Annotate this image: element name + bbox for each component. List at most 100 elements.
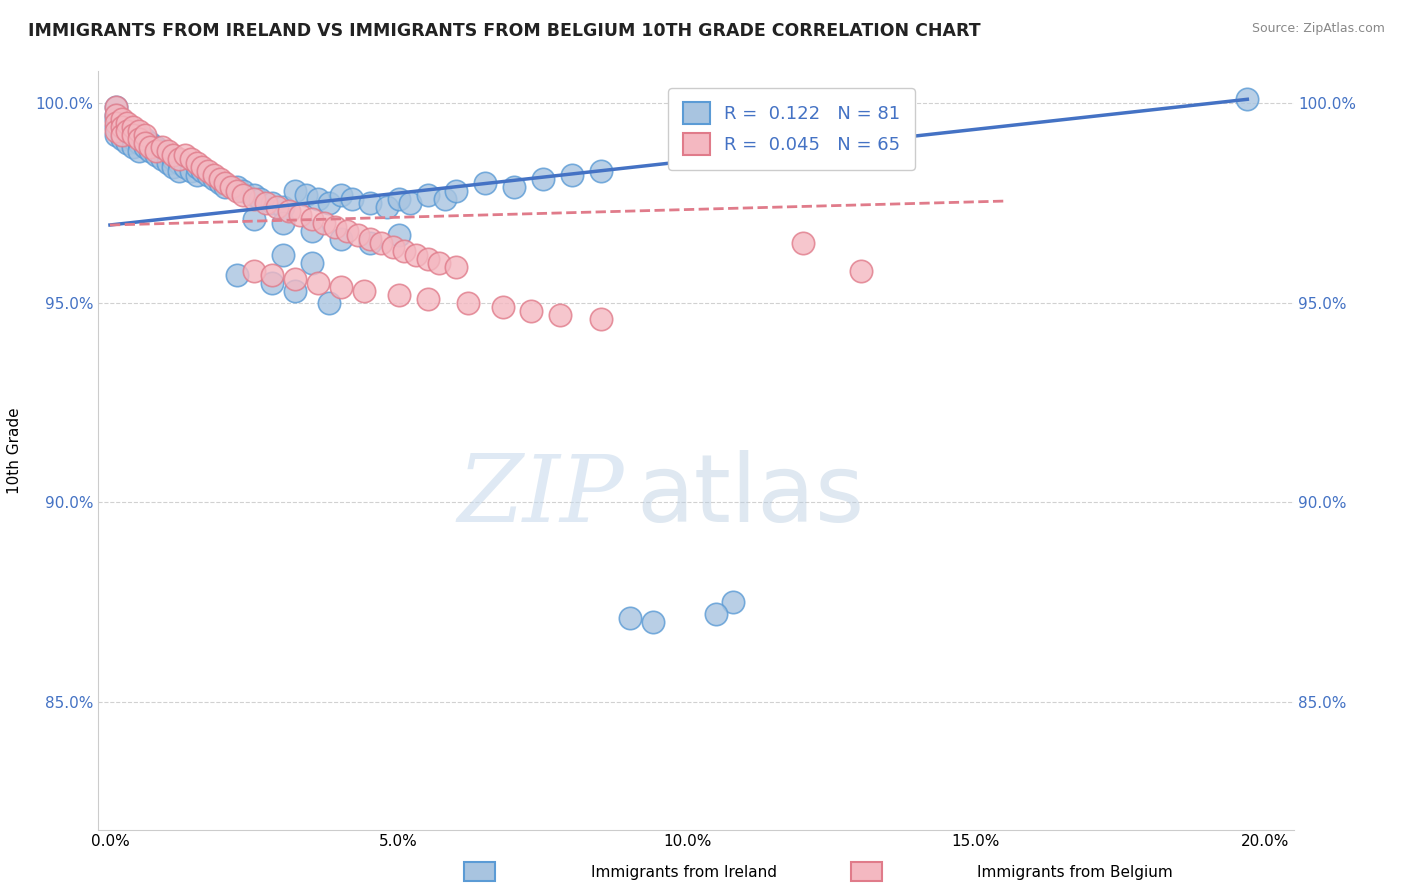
Point	[128, 132, 150, 146]
Point	[104, 108, 127, 122]
Point	[503, 180, 526, 194]
Point	[271, 216, 294, 230]
Point	[295, 188, 318, 202]
Point	[260, 196, 283, 211]
Point	[561, 168, 583, 182]
Point	[122, 120, 145, 135]
Point	[359, 235, 381, 250]
Point	[641, 615, 664, 629]
Point	[278, 204, 301, 219]
Point	[214, 176, 236, 190]
Point	[446, 260, 468, 274]
Point	[104, 112, 127, 127]
Point	[117, 124, 139, 138]
Point	[589, 311, 612, 326]
Point	[145, 140, 167, 154]
Text: IMMIGRANTS FROM IRELAND VS IMMIGRANTS FROM BELGIUM 10TH GRADE CORRELATION CHART: IMMIGRANTS FROM IRELAND VS IMMIGRANTS FR…	[28, 22, 981, 40]
Point	[416, 292, 439, 306]
Point	[416, 252, 439, 266]
Point	[139, 144, 162, 158]
Point	[117, 128, 139, 143]
Point	[284, 272, 307, 286]
Point	[433, 192, 456, 206]
Point	[301, 256, 323, 270]
Point	[271, 200, 294, 214]
Point	[122, 124, 145, 138]
Point	[446, 184, 468, 198]
Point	[150, 152, 173, 166]
Point	[271, 248, 294, 262]
Point	[156, 144, 179, 158]
Point	[156, 148, 179, 162]
Point	[550, 308, 572, 322]
Point	[134, 132, 156, 146]
Point	[174, 160, 197, 174]
Point	[167, 164, 190, 178]
Point	[381, 240, 404, 254]
Point	[318, 196, 340, 211]
Point	[704, 607, 727, 621]
Point	[342, 192, 364, 206]
Point	[301, 212, 323, 227]
Point	[394, 244, 416, 258]
Point	[1236, 92, 1258, 106]
Point	[104, 108, 127, 122]
Point	[134, 136, 156, 151]
Point	[104, 128, 127, 143]
Point	[619, 611, 641, 625]
Point	[427, 256, 450, 270]
Point	[104, 120, 127, 135]
Point	[134, 140, 156, 154]
Point	[329, 232, 352, 246]
Point	[186, 156, 208, 170]
Point	[589, 164, 612, 178]
Point	[186, 168, 208, 182]
Point	[191, 164, 214, 178]
Point	[145, 148, 167, 162]
Point	[134, 128, 156, 143]
Point	[110, 128, 132, 143]
Point	[792, 235, 814, 250]
Point	[347, 227, 370, 242]
Point	[162, 148, 184, 162]
Point	[849, 264, 872, 278]
Point	[301, 224, 323, 238]
Point	[104, 124, 127, 138]
Point	[290, 208, 312, 222]
Point	[167, 152, 190, 166]
Point	[416, 188, 439, 202]
Point	[336, 224, 359, 238]
Point	[214, 180, 236, 194]
Point	[197, 168, 219, 182]
Point	[104, 116, 127, 130]
Point	[219, 180, 242, 194]
Point	[243, 192, 266, 206]
Point	[359, 196, 381, 211]
Point	[167, 156, 190, 170]
Point	[254, 196, 277, 211]
Point	[191, 160, 214, 174]
Point	[399, 196, 422, 211]
Point	[180, 152, 202, 166]
Point	[474, 176, 496, 190]
Point	[150, 144, 173, 158]
Point	[260, 268, 283, 282]
Point	[226, 268, 249, 282]
Point	[312, 216, 335, 230]
Point	[174, 148, 197, 162]
Point	[110, 112, 132, 127]
Point	[284, 284, 307, 298]
Point	[723, 595, 745, 609]
Point	[110, 132, 132, 146]
Point	[243, 212, 266, 227]
Point	[104, 100, 127, 114]
Point	[491, 300, 513, 314]
Point	[208, 176, 231, 190]
Point	[284, 184, 307, 198]
Legend: R =  0.122   N = 81, R =  0.045   N = 65: R = 0.122 N = 81, R = 0.045 N = 65	[668, 88, 915, 170]
Point	[117, 136, 139, 151]
Point	[318, 295, 340, 310]
Point	[197, 164, 219, 178]
Point	[128, 136, 150, 151]
Point	[323, 219, 346, 234]
